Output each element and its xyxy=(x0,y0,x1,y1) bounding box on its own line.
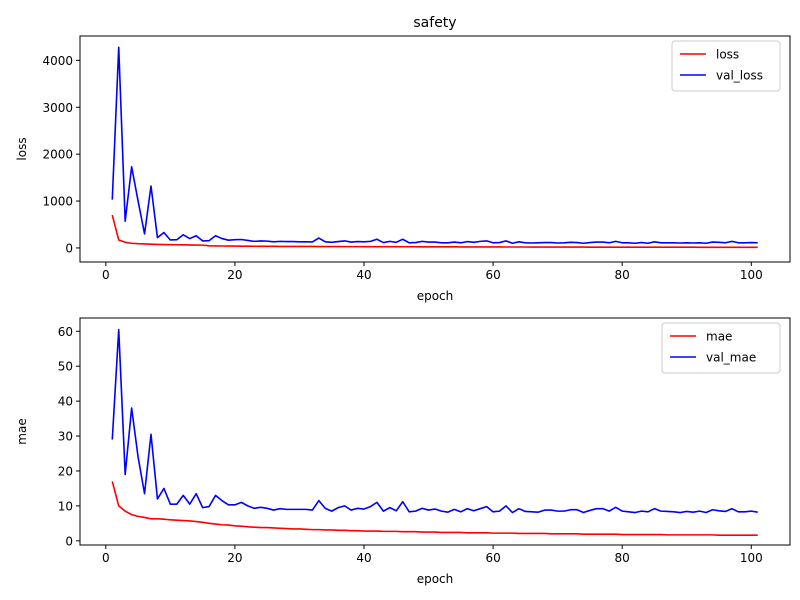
series-line-val-loss xyxy=(111,46,758,245)
y-axis-label: mae xyxy=(15,418,29,444)
x-tick-label: 80 xyxy=(615,551,630,565)
x-tick-label: 40 xyxy=(356,551,371,565)
y-tick-label: 10 xyxy=(58,499,73,513)
legend: loss val_loss xyxy=(671,40,781,92)
y-tick-label: 1000 xyxy=(42,195,73,209)
y-tick-label: 60 xyxy=(58,325,73,339)
y-tick-label: 2000 xyxy=(42,148,73,162)
x-tick-label: 0 xyxy=(102,268,110,282)
series-line-loss xyxy=(111,214,758,249)
subplot-2: 0 20 40 60 80 100 0 10 20 30 40 50 60 epoch mae mae val_… xyxy=(15,317,791,586)
legend-label: val_mae xyxy=(706,351,756,365)
axes-frame xyxy=(79,317,791,546)
axes-frame xyxy=(79,35,791,263)
y-axis-label: loss xyxy=(15,137,29,160)
y-tick-label: 20 xyxy=(58,464,73,478)
y-tick-label: 30 xyxy=(58,430,73,444)
y-tick-label: 50 xyxy=(58,360,73,374)
x-tick-label: 40 xyxy=(356,268,371,282)
series-line-mae xyxy=(111,481,758,537)
y-tick-label: 4000 xyxy=(42,54,73,68)
x-tick-label: 60 xyxy=(485,268,500,282)
legend-label: val_loss xyxy=(716,69,763,83)
y-tick-label: 0 xyxy=(65,241,73,255)
x-tick-label: 0 xyxy=(102,551,110,565)
x-tick-label: 100 xyxy=(740,268,763,282)
y-tick-label: 40 xyxy=(58,395,73,409)
series-line-val-mae xyxy=(111,328,758,514)
x-tick-label: 20 xyxy=(227,268,242,282)
x-tick-label: 100 xyxy=(740,551,763,565)
x-axis-label: epoch xyxy=(417,572,454,586)
y-tick-label: 3000 xyxy=(42,101,73,115)
legend: mae val_mae xyxy=(661,322,781,374)
legend-label: loss xyxy=(716,48,739,62)
y-tick-label: 0 xyxy=(65,534,73,548)
legend-label: mae xyxy=(706,330,732,344)
x-tick-label: 80 xyxy=(615,268,630,282)
chart-title: safety xyxy=(413,15,456,31)
x-tick-label: 60 xyxy=(485,551,500,565)
x-tick-label: 20 xyxy=(227,551,242,565)
x-axis-label: epoch xyxy=(417,289,454,303)
